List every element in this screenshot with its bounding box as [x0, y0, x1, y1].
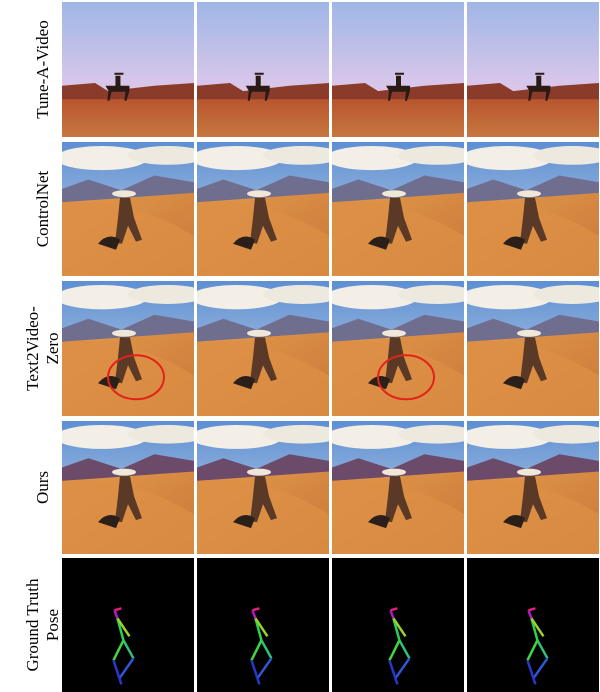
hat	[247, 330, 271, 337]
frame-image	[190, 142, 342, 276]
row-label-line: Tune-A-Video	[33, 20, 52, 118]
frame-image	[325, 281, 477, 416]
row-label: Tune-A-Video	[33, 20, 52, 118]
cloud	[398, 285, 477, 304]
row-label-line: ControlNet	[33, 170, 52, 247]
frame-image	[460, 281, 600, 416]
frame-content	[190, 421, 342, 554]
row: Ours	[33, 421, 600, 554]
frame-content	[325, 142, 477, 276]
frame-image	[190, 421, 342, 554]
frame-content	[197, 558, 329, 692]
row-label-line: Ours	[33, 471, 52, 504]
cloud	[398, 425, 477, 444]
frame-image	[190, 281, 342, 416]
frame-image	[55, 421, 207, 554]
frame-image	[467, 558, 599, 692]
frame-content	[332, 558, 464, 692]
hat	[517, 469, 541, 476]
frame-content	[197, 2, 329, 137]
ground	[197, 99, 329, 137]
frame-content	[325, 421, 477, 554]
row: Ground TruthPose	[23, 558, 599, 692]
frame-image	[325, 142, 477, 276]
frame-content	[55, 142, 207, 276]
row-label: Text2Video-Zero	[23, 306, 62, 391]
frame-image	[55, 281, 207, 416]
ground	[467, 99, 599, 137]
frame-image	[332, 558, 464, 692]
cloud	[398, 146, 477, 165]
row-label-line: Zero	[43, 332, 62, 364]
row-label-line: Pose	[43, 609, 62, 641]
frame-content	[467, 2, 599, 137]
frame-content	[190, 281, 342, 416]
black-bg	[62, 558, 194, 692]
frame-image	[55, 142, 207, 276]
frame-image	[197, 2, 329, 137]
hat	[247, 469, 271, 476]
frame-image	[197, 558, 329, 692]
row: ControlNet	[33, 142, 600, 276]
frame-content	[467, 558, 599, 692]
hat	[382, 190, 406, 197]
row-label: Ground TruthPose	[23, 578, 62, 672]
frame-image	[460, 142, 600, 276]
hat	[517, 330, 541, 337]
cloud	[263, 146, 342, 165]
page: Tune-A-Video ControlNet Text2Video-Zero Our…	[0, 0, 600, 692]
hat	[112, 330, 136, 337]
row-label: Ours	[33, 471, 52, 504]
frame-content	[325, 281, 477, 416]
frame-content	[460, 421, 600, 554]
frame-content	[62, 2, 194, 137]
hat	[517, 190, 541, 197]
cloud	[128, 146, 207, 165]
frame-image	[460, 421, 600, 554]
ground	[332, 99, 464, 137]
row: Text2Video-Zero	[23, 281, 600, 416]
frame-content	[460, 281, 600, 416]
cloud	[128, 285, 207, 304]
row-label-line: Text2Video-	[23, 306, 42, 391]
hat	[382, 469, 406, 476]
cloud	[263, 425, 342, 444]
frame-content	[332, 2, 464, 137]
frame-image	[62, 558, 194, 692]
frame-content	[460, 142, 600, 276]
figure: Tune-A-Video ControlNet Text2Video-Zero Our…	[0, 0, 600, 692]
hat	[382, 330, 406, 337]
frame-image	[332, 2, 464, 137]
cloud	[263, 285, 342, 304]
row-label: ControlNet	[33, 170, 52, 247]
row-label-line: Ground Truth	[23, 578, 42, 672]
frame-image	[467, 2, 599, 137]
frame-content	[55, 421, 207, 554]
hat	[112, 469, 136, 476]
ground	[62, 99, 194, 137]
frame-image	[62, 2, 194, 137]
frame-content	[190, 142, 342, 276]
row: Tune-A-Video	[33, 2, 599, 137]
frame-image	[325, 421, 477, 554]
cloud	[128, 425, 207, 444]
hat	[247, 190, 271, 197]
frame-content	[55, 281, 207, 416]
hat	[112, 190, 136, 197]
frame-content	[62, 558, 194, 692]
